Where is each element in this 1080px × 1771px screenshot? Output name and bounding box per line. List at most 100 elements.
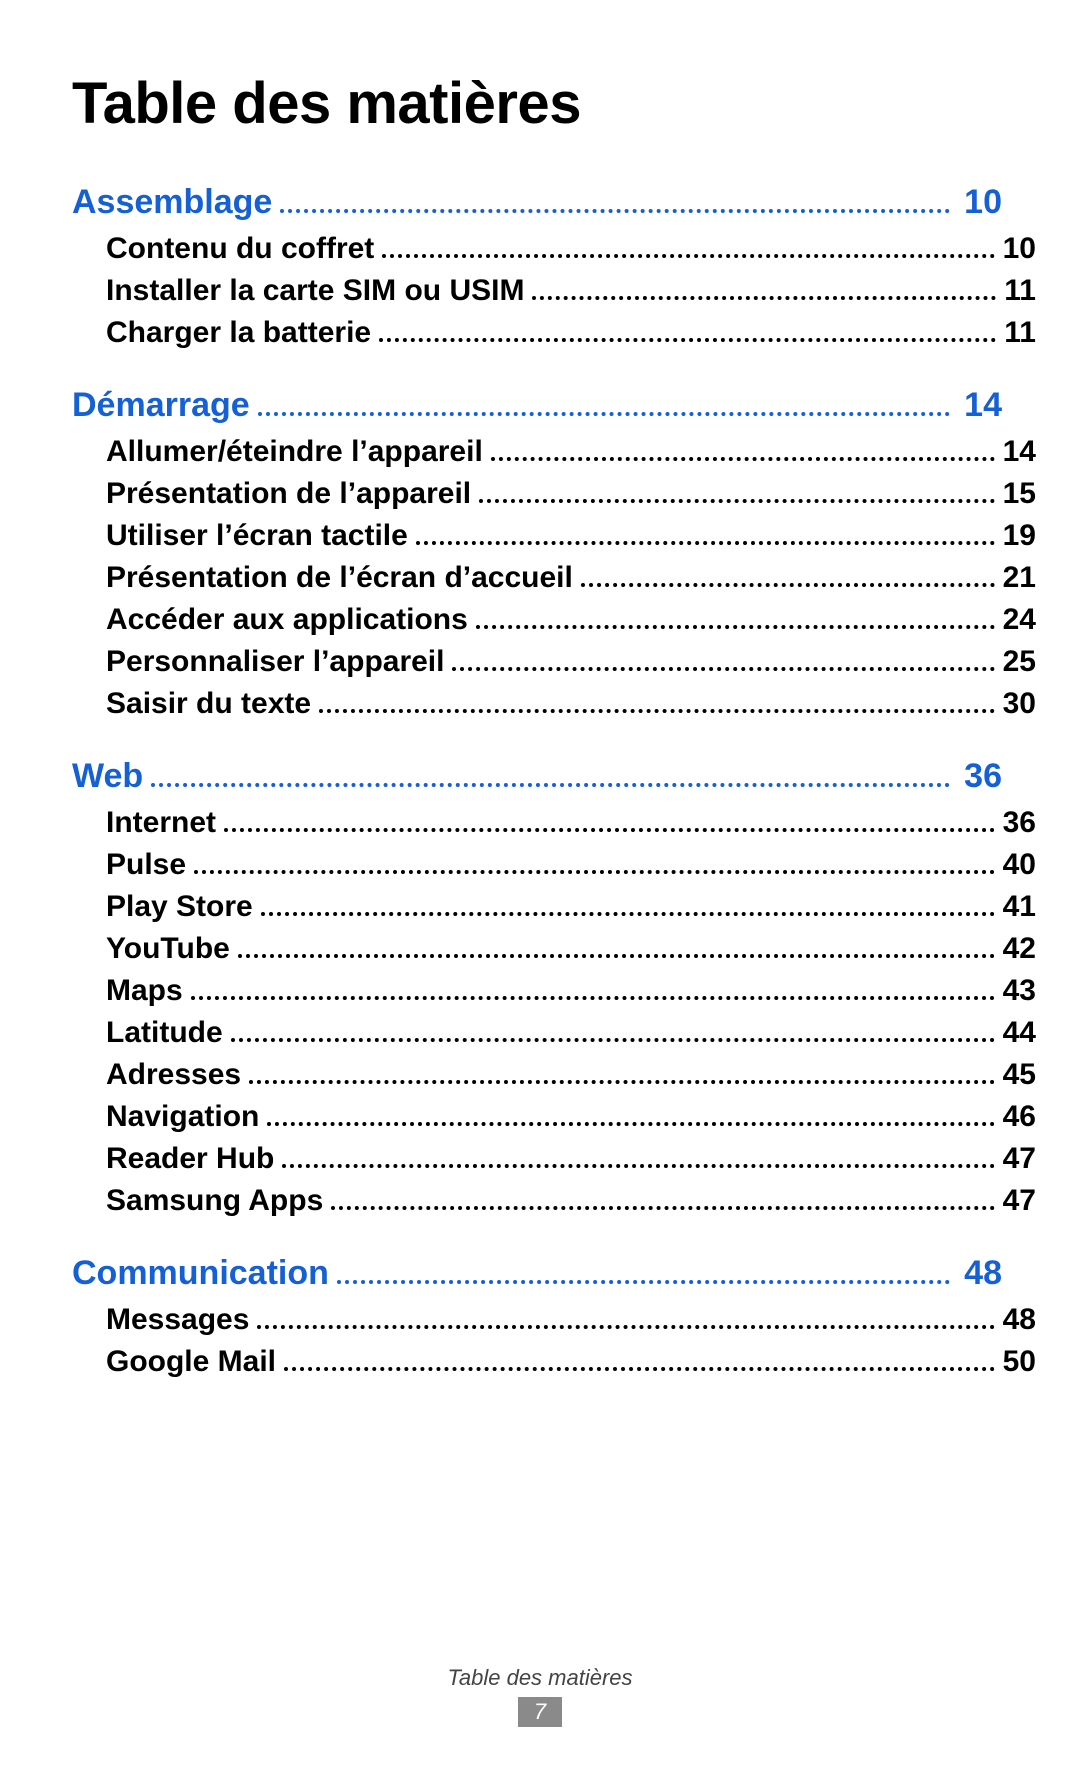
toc-leader-dots — [532, 296, 996, 300]
toc-leader-dots — [382, 254, 994, 258]
toc-entry-page: 45 — [1003, 1058, 1036, 1092]
toc-entry-page: 24 — [1003, 603, 1036, 637]
toc-section: Communication48Messages48Google Mail50 — [72, 1254, 1002, 1379]
toc-entry-row[interactable]: Google Mail50 — [106, 1345, 1036, 1379]
toc-entry-label: YouTube — [106, 932, 230, 966]
toc-entry-row[interactable]: Reader Hub 47 — [106, 1142, 1036, 1176]
toc-entry-label: Contenu du coffret — [106, 232, 374, 266]
toc-entry-label: Accéder aux applications — [106, 603, 468, 637]
toc-entry-label: Charger la batterie — [106, 316, 371, 350]
toc-entry-label: Présentation de l’écran d’accueil — [106, 561, 573, 595]
toc-entry-label: Navigation — [106, 1100, 259, 1134]
toc-section-page: 10 — [958, 183, 1002, 222]
toc-entry-page: 11 — [1004, 274, 1036, 308]
toc-entry-page: 43 — [1003, 974, 1036, 1008]
toc-entry-label: Maps — [106, 974, 183, 1008]
toc-entry-label: Utiliser l’écran tactile — [106, 519, 408, 553]
toc-entry-label: Présentation de l’appareil — [106, 477, 471, 511]
toc-entry-row[interactable]: Latitude 44 — [106, 1016, 1036, 1050]
toc-leader-dots — [282, 1164, 994, 1168]
toc-entry-row[interactable]: Messages48 — [106, 1303, 1036, 1337]
toc-leader-dots — [416, 541, 995, 545]
toc-leader-dots — [194, 870, 995, 874]
toc-entry-page: 21 — [1003, 561, 1036, 595]
toc-entry-label: Play Store — [106, 890, 253, 924]
toc-leader-dots — [452, 667, 994, 671]
toc-entry-page: 14 — [1003, 435, 1036, 469]
toc-entry-row[interactable]: Navigation 46 — [106, 1100, 1036, 1134]
toc-leader-dots — [581, 583, 995, 587]
toc-entry-label: Saisir du texte — [106, 687, 311, 721]
toc-leader-dots — [476, 625, 995, 629]
toc-leader-dots — [337, 1280, 950, 1284]
toc-leader-dots — [231, 1038, 995, 1042]
toc-entry-row[interactable]: Samsung Apps 47 — [106, 1184, 1036, 1218]
toc-entry-label: Internet — [106, 806, 216, 840]
page-footer: Table des matières 7 — [0, 1665, 1080, 1727]
toc-entry-row[interactable]: Présentation de l’appareil 15 — [106, 477, 1036, 511]
toc-leader-dots — [479, 499, 995, 503]
toc-leader-dots — [249, 1080, 995, 1084]
toc-entry-page: 44 — [1003, 1016, 1036, 1050]
toc-entry-page: 46 — [1003, 1100, 1036, 1134]
toc-entry-page: 50 — [1003, 1345, 1036, 1379]
toc-entry-page: 47 — [1003, 1142, 1036, 1176]
toc-entry-row[interactable]: Personnaliser l’appareil25 — [106, 645, 1036, 679]
toc-entry-page: 15 — [1003, 477, 1036, 511]
toc-entry-row[interactable]: Pulse 40 — [106, 848, 1036, 882]
toc-section-row[interactable]: Démarrage 14 — [72, 386, 1002, 425]
toc-leader-dots — [331, 1206, 994, 1210]
toc-entry-label: Messages — [106, 1303, 249, 1337]
toc-leader-dots — [191, 996, 995, 1000]
toc-entry-row[interactable]: YouTube 42 — [106, 932, 1036, 966]
toc-leader-dots — [261, 912, 995, 916]
toc-entry-row[interactable]: Utiliser l’écran tactile19 — [106, 519, 1036, 553]
page-title: Table des matières — [72, 70, 1012, 137]
toc-leader-dots — [319, 709, 995, 713]
toc-leader-dots — [280, 209, 950, 213]
toc-entry-row[interactable]: Présentation de l’écran d’accueil 21 — [106, 561, 1036, 595]
toc-section-row[interactable]: Communication48 — [72, 1254, 1002, 1293]
toc-section-page: 48 — [958, 1254, 1002, 1293]
toc-entry-page: 47 — [1003, 1184, 1036, 1218]
toc-entry-label: Pulse — [106, 848, 186, 882]
toc-leader-dots — [257, 1325, 994, 1329]
toc-entry-row[interactable]: Allumer/éteindre l’appareil14 — [106, 435, 1036, 469]
page-number-badge: 7 — [518, 1697, 562, 1727]
toc-entry-page: 10 — [1003, 232, 1036, 266]
toc-entry-row[interactable]: Adresses45 — [106, 1058, 1036, 1092]
toc-entry-page: 41 — [1003, 890, 1036, 924]
toc-section-row[interactable]: Assemblage 10 — [72, 183, 1002, 222]
toc-entry-label: Reader Hub — [106, 1142, 274, 1176]
toc-entry-label: Samsung Apps — [106, 1184, 323, 1218]
toc-section-page: 14 — [958, 386, 1002, 425]
toc-leader-dots — [258, 412, 951, 416]
toc-leader-dots — [238, 954, 995, 958]
toc-entry-row[interactable]: Installer la carte SIM ou USIM11 — [106, 274, 1036, 308]
toc-entry-label: Latitude — [106, 1016, 223, 1050]
toc-leader-dots — [284, 1367, 995, 1371]
toc-entry-row[interactable]: Saisir du texte30 — [106, 687, 1036, 721]
toc-leader-dots — [491, 457, 995, 461]
toc-section-label: Assemblage — [72, 183, 272, 222]
toc-section-label: Web — [72, 757, 143, 796]
toc-section-page: 36 — [958, 757, 1002, 796]
toc-section-row[interactable]: Web 36 — [72, 757, 1002, 796]
toc-entry-row[interactable]: Accéder aux applications 24 — [106, 603, 1036, 637]
toc-section: Web36Internet36Pulse40Play Store41YouTub… — [72, 757, 1002, 1218]
toc-entry-row[interactable]: Charger la batterie11 — [106, 316, 1036, 350]
toc-entry-label: Personnaliser l’appareil — [106, 645, 444, 679]
toc-section: Démarrage14Allumer/éteindre l’appareil14… — [72, 386, 1002, 721]
toc-entry-row[interactable]: Contenu du coffret 10 — [106, 232, 1036, 266]
toc-entry-row[interactable]: Maps 43 — [106, 974, 1036, 1008]
toc-entry-row[interactable]: Play Store 41 — [106, 890, 1036, 924]
toc-entry-page: 42 — [1003, 932, 1036, 966]
toc-leader-dots — [379, 338, 996, 342]
toc-leader-dots — [267, 1122, 994, 1126]
toc-entry-page: 40 — [1003, 848, 1036, 882]
toc-leader-dots — [224, 828, 995, 832]
footer-text: Table des matières — [0, 1665, 1080, 1691]
toc-sections: Assemblage10Contenu du coffret10Installe… — [68, 183, 1012, 1379]
toc-entry-row[interactable]: Internet36 — [106, 806, 1036, 840]
toc-section-label: Démarrage — [72, 386, 250, 425]
